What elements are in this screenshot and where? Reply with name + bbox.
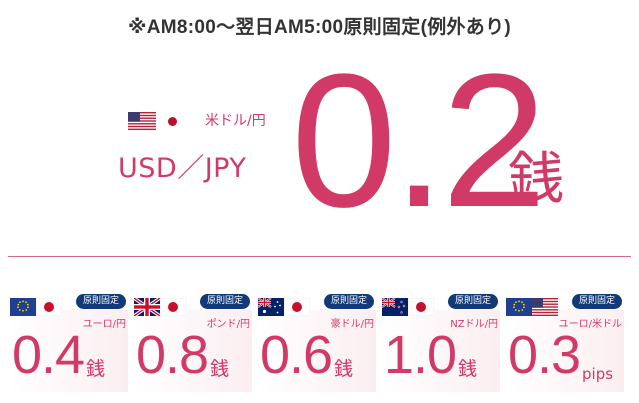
australia-flag-icon: [258, 298, 284, 316]
japan-flag-icon: [168, 116, 177, 126]
usd-jpy-hero: 米ドル/円 USD／JPY 0.2 銭: [0, 46, 639, 250]
divider: [8, 256, 631, 257]
card-flags: [258, 298, 310, 316]
eu-flag-icon: [506, 298, 532, 316]
card-pair: NZドル/円: [450, 319, 498, 330]
fixed-badge: 原則固定: [200, 294, 250, 309]
japan-flag-icon: [408, 298, 434, 316]
card-flags: [506, 298, 558, 316]
card-rate: 0.6: [260, 325, 333, 385]
fixed-badge: 原則固定: [448, 294, 498, 309]
us-flag-icon: [532, 298, 558, 316]
japan-flag-icon: [284, 298, 310, 316]
eu-flag-icon: [10, 298, 36, 316]
card-unit: 銭: [210, 358, 230, 380]
card-flags: [134, 298, 186, 316]
card-unit: 銭: [458, 358, 478, 380]
card-unit: 銭: [86, 358, 106, 380]
card-pair: ユーロ/円: [82, 319, 126, 330]
card-unit: pips: [582, 365, 614, 383]
japan-flag-icon: [160, 298, 186, 316]
us-flag-icon: [128, 112, 156, 130]
card-rate: 0.3: [508, 325, 581, 385]
card-flags: [382, 298, 434, 316]
spread-card-gbp-jpy: 原則固定 ポンド/円 0.8 銭: [134, 294, 254, 394]
spread-card-aud-jpy: 原則固定 豪ドル/円 0.6 銭: [258, 294, 378, 394]
nz-flag-icon: [382, 298, 408, 316]
hero-spread-value: 0.2: [291, 35, 547, 247]
hero-flags: [128, 112, 177, 130]
card-rate: 1.0: [384, 325, 457, 385]
card-flags: [10, 298, 62, 316]
card-pair: ユーロ/米ドル: [558, 319, 622, 330]
hero-pair: USD／JPY: [118, 153, 247, 184]
fixed-badge: 原則固定: [324, 294, 374, 309]
fixed-badge: 原則固定: [572, 294, 622, 309]
card-rate: 0.8: [136, 325, 209, 385]
japan-flag-icon: [36, 298, 62, 316]
spread-card-eur-jpy: 原則固定 ユーロ/円 0.4 銭: [10, 294, 130, 394]
spread-card-eur-usd: 原則固定 ユーロ/米ドル 0.3 pips: [506, 294, 626, 394]
hero-pair-jp: 米ドル/円: [205, 113, 266, 129]
uk-flag-icon: [134, 298, 160, 316]
card-pair: 豪ドル/円: [330, 319, 374, 330]
fixed-hours-notice: ※AM8:00〜翌日AM5:00原則固定(例外あり): [127, 17, 512, 38]
hero-spread-unit: 銭: [508, 147, 564, 212]
spread-card-nzd-jpy: 原則固定 NZドル/円 1.0 銭: [382, 294, 502, 394]
card-pair: ポンド/円: [206, 319, 250, 330]
fixed-badge: 原則固定: [76, 294, 126, 309]
card-unit: 銭: [334, 358, 354, 380]
spread-cards: 原則固定 ユーロ/円 0.4 銭 原則固定 ポンド/円 0.8 銭: [10, 294, 630, 394]
card-rate: 0.4: [12, 325, 85, 385]
